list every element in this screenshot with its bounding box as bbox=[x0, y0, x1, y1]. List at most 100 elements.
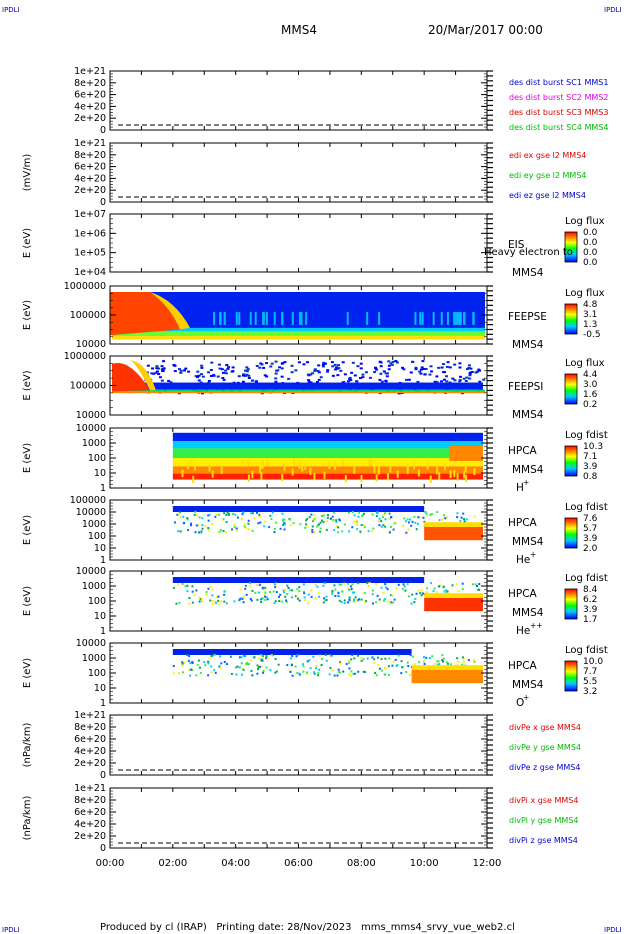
spectrogram-pixel bbox=[373, 658, 376, 661]
spectrogram-streak bbox=[432, 312, 435, 325]
spectrogram-streak bbox=[346, 312, 349, 325]
corner-label-bottom-right: IPDLI bbox=[604, 926, 622, 934]
species-charge-label: ++ bbox=[530, 621, 543, 630]
spectrogram-pixel bbox=[227, 512, 230, 515]
y-tick-label: 10 bbox=[94, 683, 106, 694]
spectrogram-pixel bbox=[162, 367, 166, 370]
spectrogram-streak bbox=[456, 473, 459, 481]
spectrogram-pixel bbox=[207, 662, 210, 665]
colorbar-title: Log flux bbox=[565, 288, 605, 299]
spectrogram-pixel bbox=[277, 663, 280, 666]
spectrogram-pixel bbox=[311, 525, 314, 528]
y-tick-label: 1000 bbox=[82, 519, 106, 530]
spectrogram-pixel bbox=[238, 599, 241, 602]
spectrogram-pixel bbox=[246, 662, 249, 665]
spectrogram-pixel bbox=[296, 595, 299, 598]
spectrogram-pixel bbox=[274, 372, 278, 375]
spectrogram-pixel bbox=[356, 523, 359, 526]
series-legend-label: divPe y gse MMS4 bbox=[509, 743, 581, 752]
spectrogram-pixel bbox=[290, 364, 294, 367]
spectrogram-pixel bbox=[377, 663, 380, 666]
spectrogram-pixel bbox=[468, 377, 472, 380]
spectrogram-pixel bbox=[405, 670, 408, 673]
spectrogram-pixel bbox=[173, 370, 177, 373]
spectrogram-pixel bbox=[274, 600, 277, 603]
spectrogram-pixel bbox=[471, 583, 474, 586]
spectrogram-pixel bbox=[260, 363, 264, 366]
y-tick-label: 100000 bbox=[70, 495, 106, 506]
spectrogram-pixel bbox=[457, 661, 460, 664]
y-tick-label: 100 bbox=[88, 596, 106, 607]
y-axis-label: E (eV) bbox=[22, 228, 33, 258]
spectrogram-pixel bbox=[197, 659, 200, 662]
spectrogram-pixel bbox=[289, 589, 292, 592]
colorbar-tick-label: 1.6 bbox=[583, 390, 598, 400]
spectrogram-pixel bbox=[177, 530, 180, 533]
spectrogram-pixel bbox=[366, 581, 369, 584]
spectrogram-pixel bbox=[196, 370, 200, 373]
spectrogram-pixel bbox=[242, 668, 245, 671]
spectrogram-pixel bbox=[463, 520, 466, 523]
spectrogram-pixel bbox=[333, 368, 337, 371]
spectrogram-band bbox=[172, 473, 484, 480]
spectrogram-pixel bbox=[433, 587, 436, 590]
spectrogram-pixel bbox=[335, 519, 338, 522]
spectrogram-streak bbox=[247, 474, 250, 482]
spectrogram-pixel bbox=[380, 658, 383, 661]
spectrogram-pixel bbox=[265, 362, 269, 365]
spectrogram-pixel bbox=[200, 373, 204, 376]
spectrogram-pixel bbox=[326, 516, 329, 519]
spectrogram-pixel bbox=[415, 592, 418, 595]
spectrogram-pixel bbox=[388, 673, 391, 676]
spectrogram-pixel bbox=[323, 362, 327, 365]
spectrogram-band bbox=[172, 458, 484, 467]
spectrogram-pixel bbox=[339, 662, 342, 665]
spectrogram-pixel bbox=[302, 665, 305, 668]
spectrogram-pixel bbox=[146, 364, 150, 367]
spectrogram-pixel bbox=[432, 590, 435, 593]
spectrogram-pixel bbox=[321, 515, 324, 518]
spectrogram-pixel bbox=[336, 374, 340, 377]
y-tick-label: 6e+20 bbox=[74, 162, 106, 173]
header-datetime: 20/Mar/2017 00:00 bbox=[428, 23, 543, 37]
spectrogram-pixel bbox=[363, 512, 366, 515]
y-tick-label: 4e+20 bbox=[74, 746, 106, 757]
spectrogram-pixel bbox=[310, 595, 313, 598]
spectrogram-pixel bbox=[355, 380, 359, 383]
spectrogram-pixel bbox=[280, 367, 284, 370]
y-tick-label: 0 bbox=[100, 125, 106, 136]
spectrogram-pixel bbox=[375, 674, 378, 677]
spectrogram-pixel bbox=[262, 671, 265, 674]
x-tick-label: 02:00 bbox=[158, 858, 187, 869]
spectrogram-pixel bbox=[194, 375, 198, 378]
spectrogram-pixel bbox=[324, 653, 327, 656]
species-label: He bbox=[516, 554, 530, 566]
spectrogram-pixel bbox=[222, 518, 225, 521]
spectrogram-streak bbox=[208, 464, 211, 472]
spacecraft-label: MMS4 bbox=[512, 267, 544, 279]
spectrogram-streak bbox=[187, 462, 190, 470]
colorbar-tick-label: 7.1 bbox=[583, 452, 597, 462]
spectrogram-pixel bbox=[278, 595, 281, 598]
spectrogram-streak bbox=[378, 312, 381, 325]
spectrogram-pixel bbox=[411, 360, 415, 363]
y-tick-label: 0 bbox=[100, 197, 106, 208]
spectrogram-pixel bbox=[436, 511, 439, 514]
spectrogram-pixel bbox=[209, 585, 212, 588]
spectrogram-pixel bbox=[372, 602, 375, 605]
spectrogram-pixel bbox=[383, 512, 386, 515]
spectrogram-streak bbox=[304, 462, 307, 470]
spectrogram-pixel bbox=[261, 586, 264, 589]
spectrogram-pixel bbox=[422, 656, 425, 659]
x-tick-label: 06:00 bbox=[284, 858, 313, 869]
spectrogram-streak bbox=[436, 467, 439, 475]
spectrogram-pixel bbox=[382, 599, 385, 602]
spectrogram-pixel bbox=[204, 664, 207, 667]
spectrogram-pixel bbox=[351, 653, 354, 656]
spectrogram-streak bbox=[344, 475, 347, 483]
spectrogram-pixel bbox=[259, 521, 262, 524]
spectrogram-pixel bbox=[154, 371, 158, 374]
panel-frame bbox=[109, 213, 488, 273]
spectrogram-pixel bbox=[235, 527, 238, 530]
spectrogram-band bbox=[112, 336, 485, 340]
